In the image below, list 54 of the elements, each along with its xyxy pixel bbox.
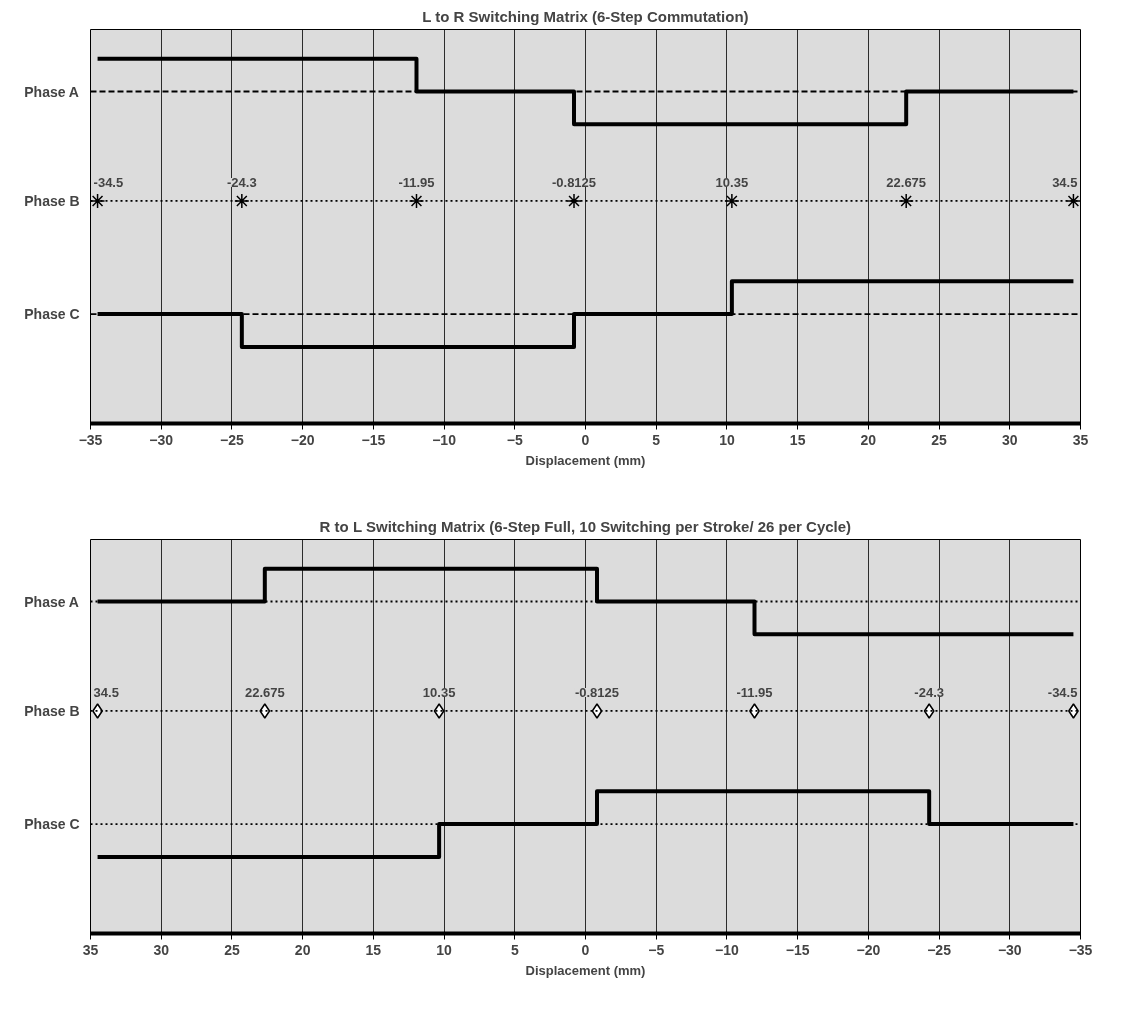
x-tick-label: −25 bbox=[927, 941, 952, 958]
annotation: 34.5 bbox=[1052, 174, 1078, 190]
x-axis-title: Displacement (mm) bbox=[525, 452, 646, 468]
x-axis-title: Displacement (mm) bbox=[525, 962, 646, 978]
x-tick-label: 30 bbox=[153, 941, 170, 958]
ref-line-label: Phase C bbox=[24, 816, 80, 833]
chart-title: R to L Switching Matrix (6-Step Full, 10 Switching per Stroke/ 26 per Cycle) bbox=[319, 517, 852, 535]
x-tick-label: −15 bbox=[361, 431, 386, 448]
x-tick-label: 30 bbox=[1002, 431, 1018, 448]
x-tick-label: 5 bbox=[510, 941, 519, 958]
annotation: -34.5 bbox=[1047, 684, 1078, 700]
annotation: 34.5 bbox=[93, 684, 119, 700]
x-tick-label: −5 bbox=[506, 431, 523, 448]
x-tick-label: 0 bbox=[581, 941, 590, 958]
x-tick-label: −15 bbox=[785, 941, 810, 958]
annotation: -11.95 bbox=[736, 684, 773, 700]
ref-line-label: Phase B bbox=[24, 702, 80, 719]
x-tick-label: 35 bbox=[82, 941, 99, 958]
annotation: -0.8125 bbox=[551, 174, 597, 190]
x-tick-label: 20 bbox=[860, 431, 877, 448]
x-tick-label: −20 bbox=[290, 431, 315, 448]
ref-line-label: Phase A bbox=[24, 593, 79, 610]
chart-title: L to R Switching Matrix (6-Step Commutation) bbox=[422, 7, 749, 25]
annotation: 22.675 bbox=[244, 684, 285, 700]
annotation: -24.3 bbox=[227, 174, 257, 190]
ref-line-label: Phase C bbox=[24, 306, 80, 323]
x-tick-label: 20 bbox=[294, 941, 311, 958]
x-tick-label: −30 bbox=[149, 431, 174, 448]
x-tick-label: 25 bbox=[931, 431, 948, 448]
ref-line-label: Phase A bbox=[24, 83, 79, 100]
x-tick-label: 0 bbox=[581, 431, 590, 448]
x-tick-label: 15 bbox=[789, 431, 806, 448]
x-tick-label: −5 bbox=[648, 941, 665, 958]
x-tick-label: 5 bbox=[652, 431, 661, 448]
x-tick-label: −10 bbox=[432, 431, 457, 448]
annotation: -24.3 bbox=[914, 684, 944, 700]
x-tick-label: 15 bbox=[365, 941, 382, 958]
x-tick-label: 25 bbox=[224, 941, 240, 958]
x-tick-label: −20 bbox=[856, 941, 881, 958]
annotation: -34.5 bbox=[93, 174, 124, 190]
x-tick-label: −10 bbox=[715, 941, 740, 958]
x-tick-label: −35 bbox=[1068, 941, 1093, 958]
annotation: -11.95 bbox=[398, 174, 435, 190]
x-tick-label: −35 bbox=[78, 431, 103, 448]
annotation: 22.675 bbox=[886, 174, 927, 190]
x-tick-label: 35 bbox=[1072, 431, 1089, 448]
x-tick-label: −25 bbox=[220, 431, 245, 448]
annotation: 10.35 bbox=[422, 684, 456, 700]
annotation: 10.35 bbox=[715, 174, 749, 190]
x-tick-label: −30 bbox=[997, 941, 1022, 958]
ref-line-label: Phase B bbox=[24, 192, 80, 209]
x-tick-label: 10 bbox=[719, 431, 735, 448]
x-tick-label: 10 bbox=[436, 941, 453, 958]
annotation: -0.8125 bbox=[574, 684, 620, 700]
